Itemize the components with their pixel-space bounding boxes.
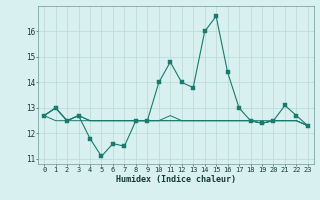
X-axis label: Humidex (Indice chaleur): Humidex (Indice chaleur): [116, 175, 236, 184]
